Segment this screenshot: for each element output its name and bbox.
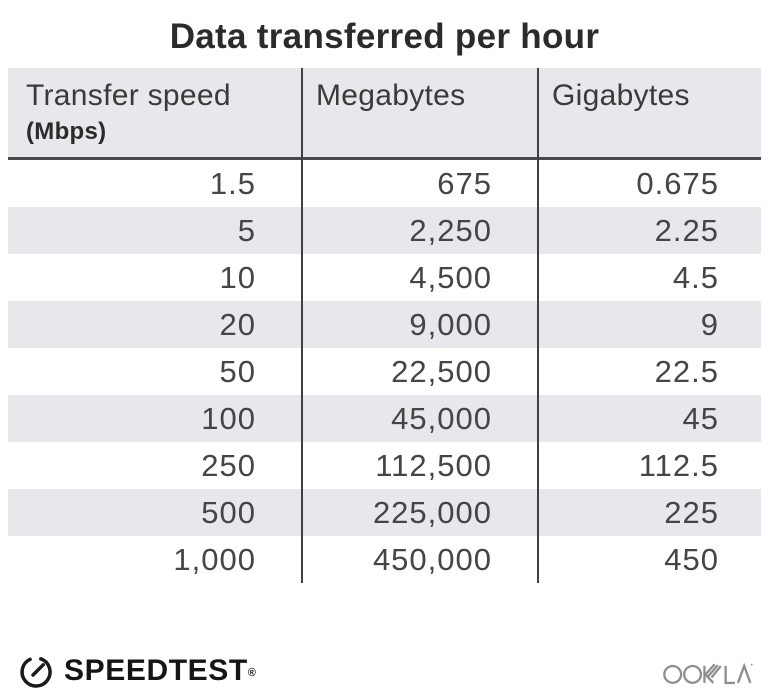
header-label-megabytes: Megabytes bbox=[316, 79, 466, 112]
gigabytes-cell: 112.5 bbox=[638, 448, 719, 483]
gigabytes-cell: 45 bbox=[682, 401, 719, 436]
table-row: 1.5 675 0.675 bbox=[8, 160, 761, 207]
registered-mark: ® bbox=[247, 667, 257, 679]
header-sublabel-mbps: (Mbps) bbox=[26, 118, 107, 145]
header-cell-megabytes: Megabytes bbox=[302, 68, 538, 157]
data-table: Transfer speed (Mbps) Megabytes Gigabyte… bbox=[8, 68, 761, 583]
header-label-transfer-speed: Transfer speed bbox=[26, 79, 231, 112]
speed-cell: 20 bbox=[219, 307, 256, 342]
header-cell-gigabytes: Gigabytes bbox=[538, 68, 761, 157]
speed-cell: 5 bbox=[237, 213, 256, 248]
gigabytes-cell: 9 bbox=[700, 307, 719, 342]
table-header-row: Transfer speed (Mbps) Megabytes Gigabyte… bbox=[8, 68, 761, 157]
table-row: 500 225,000 225 bbox=[8, 489, 761, 536]
table-row: 5 2,250 2.25 bbox=[8, 207, 761, 254]
column-divider-2 bbox=[537, 68, 539, 583]
speed-cell: 50 bbox=[219, 354, 256, 389]
gigabytes-cell: 4.5 bbox=[672, 260, 719, 295]
header-rule bbox=[8, 157, 761, 160]
speedtest-logo: SPEEDTEST® bbox=[16, 651, 257, 691]
megabytes-cell: 450,000 bbox=[372, 542, 492, 577]
gigabytes-cell: 2.25 bbox=[654, 213, 719, 248]
megabytes-cell: 2,250 bbox=[409, 213, 492, 248]
speed-cell: 1.5 bbox=[209, 166, 256, 201]
header-cell-transfer-speed: Transfer speed (Mbps) bbox=[8, 68, 302, 157]
speedtest-gauge-icon bbox=[20, 657, 52, 688]
megabytes-cell: 675 bbox=[437, 166, 492, 201]
speed-cell: 1,000 bbox=[173, 542, 256, 577]
footer: SPEEDTEST® bbox=[0, 646, 769, 698]
table-row: 10 4,500 4.5 bbox=[8, 254, 761, 301]
speedtest-wordmark: SPEEDTEST® bbox=[64, 654, 257, 687]
gigabytes-cell: 22.5 bbox=[654, 354, 719, 389]
megabytes-cell: 4,500 bbox=[409, 260, 492, 295]
table-row: 1,000 450,000 450 bbox=[8, 536, 761, 583]
megabytes-cell: 112,500 bbox=[375, 448, 492, 483]
gigabytes-cell: 0.675 bbox=[636, 166, 719, 201]
speed-cell: 100 bbox=[201, 401, 256, 436]
column-divider-1 bbox=[301, 68, 303, 583]
speed-cell: 250 bbox=[201, 448, 256, 483]
gigabytes-cell: 450 bbox=[664, 542, 719, 577]
megabytes-cell: 225,000 bbox=[372, 495, 492, 530]
megabytes-cell: 9,000 bbox=[409, 307, 492, 342]
megabytes-cell: 22,500 bbox=[391, 354, 492, 389]
header-label-gigabytes: Gigabytes bbox=[552, 79, 690, 112]
ookla-logo bbox=[663, 660, 753, 692]
table-row: 250 112,500 112.5 bbox=[8, 442, 761, 489]
speed-cell: 10 bbox=[219, 260, 256, 295]
table-body: 1.5 675 0.675 5 2,250 2.25 10 4,500 4.5 20 9,000 9 5… bbox=[8, 160, 761, 583]
table-row: 50 22,500 22.5 bbox=[8, 348, 761, 395]
speed-cell: 500 bbox=[201, 495, 256, 530]
page-title: Data transferred per hour bbox=[169, 17, 600, 56]
gigabytes-cell: 225 bbox=[664, 495, 719, 530]
ookla-wordmark-icon bbox=[663, 662, 753, 685]
table-row: 100 45,000 45 bbox=[8, 395, 761, 442]
table-row: 20 9,000 9 bbox=[8, 301, 761, 348]
megabytes-cell: 45,000 bbox=[391, 401, 492, 436]
